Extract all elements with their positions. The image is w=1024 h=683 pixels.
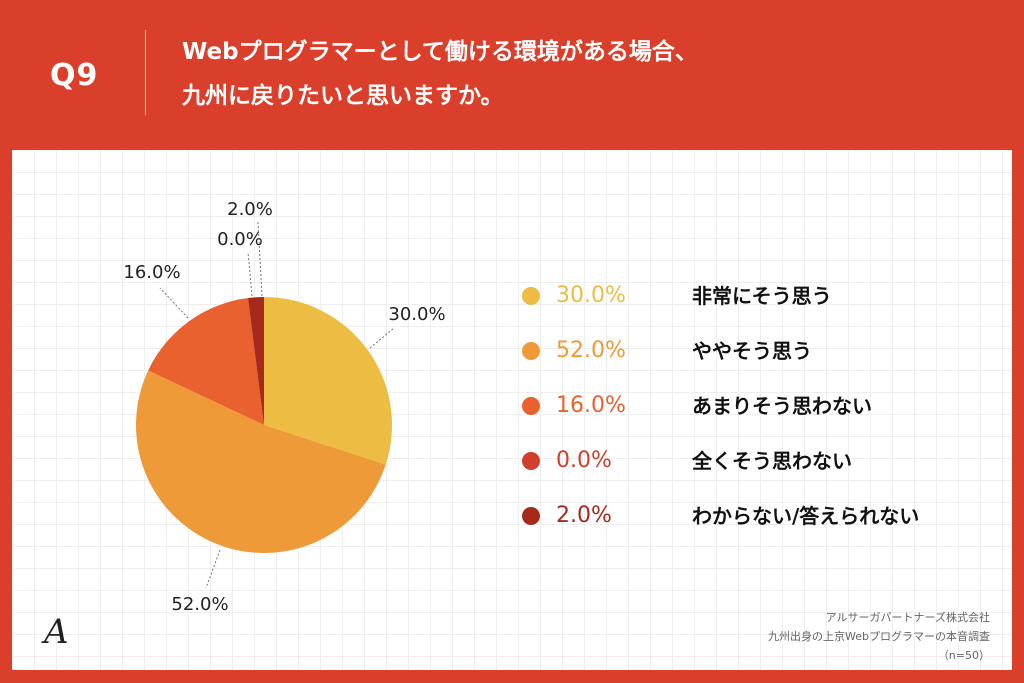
pie-slice-5 (247, 297, 264, 425)
legend-label-3: あまりそう思わない (692, 394, 872, 418)
chart-panel: 30.0% 52.0% 16.0% 0.0% 2.0% 30.0% 非常にそう思う 52… (12, 150, 1012, 670)
legend-value-2: 52.0% (556, 338, 626, 363)
data-label-1: 30.0% (388, 304, 445, 325)
legend-value-1: 30.0% (556, 283, 626, 308)
source-note: アルサーガパートナーズ株式会社 九州出身の上京Webプログラマーの本音調査 （n… (768, 608, 990, 665)
title-line-2: 九州に戻りたいと思いますか。 (182, 83, 504, 109)
data-label-4: 0.0% (217, 229, 263, 250)
header: Q9 Webプログラマーとして働ける環境がある場合、 九州に戻りたいと思いますか… (0, 0, 1024, 150)
legend-dot-2 (522, 342, 540, 360)
pie-slice-2 (135, 370, 386, 554)
legend-dot-5 (522, 507, 540, 525)
source-company: アルサーガパートナーズ株式会社 (825, 611, 990, 624)
legend-value-5: 2.0% (556, 503, 612, 528)
leader-line-3 (159, 287, 189, 319)
leader-line-5 (257, 221, 263, 297)
legend-dot-4 (522, 452, 540, 470)
leader-line-2 (205, 549, 221, 589)
data-label-5: 2.0% (227, 199, 273, 220)
company-logo-icon: A (44, 612, 69, 652)
source-sample: （n=50） (937, 649, 990, 662)
legend-value-3: 16.0% (556, 393, 626, 418)
leader-line-4 (247, 251, 253, 297)
leader-line-1 (369, 327, 395, 349)
title-line-1: Webプログラマーとして働ける環境がある場合、 (182, 39, 698, 65)
legend-label-4: 全くそう思わない (692, 449, 852, 473)
data-label-3: 16.0% (123, 262, 180, 283)
legend-label-1: 非常にそう思う (692, 284, 832, 308)
legend-dot-3 (522, 397, 540, 415)
data-label-2: 52.0% (171, 594, 228, 615)
legend-value-4: 0.0% (556, 448, 612, 473)
pie-chart: 30.0% 52.0% 16.0% 0.0% 2.0% (123, 199, 445, 615)
source-survey: 九州出身の上京Webプログラマーの本音調査 (768, 630, 990, 643)
question-label: Q9 (50, 58, 99, 93)
legend-label-5: わからない/答えられない (692, 504, 920, 528)
pie-slice-1 (264, 297, 392, 465)
page-title: Webプログラマーとして働ける環境がある場合、 九州に戻りたいと思いますか。 (182, 30, 698, 118)
header-divider (145, 30, 146, 115)
pie-slice-3 (148, 298, 264, 425)
legend-label-2: ややそう思う (692, 339, 812, 363)
legend-dot-1 (522, 287, 540, 305)
